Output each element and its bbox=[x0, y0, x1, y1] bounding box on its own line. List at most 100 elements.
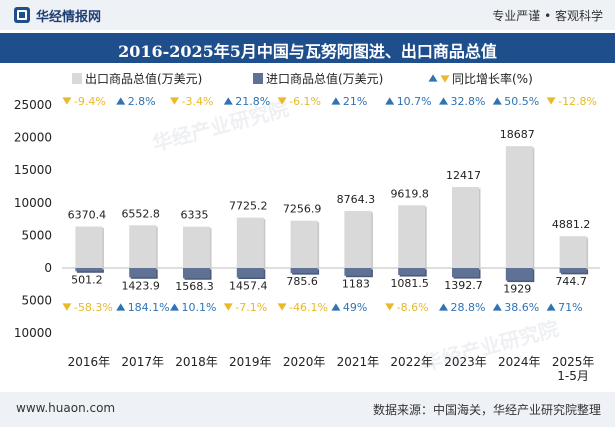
import-growth-down-icon bbox=[223, 303, 233, 311]
import-bar bbox=[398, 268, 426, 276]
export-growth-label: 21.8% bbox=[235, 95, 270, 108]
export-growth-down-icon bbox=[170, 97, 179, 105]
import-growth-up-icon bbox=[170, 303, 179, 311]
import-growth-down-icon bbox=[277, 303, 287, 311]
export-growth-label: 50.5% bbox=[504, 95, 539, 108]
import-growth-label: 184.1% bbox=[128, 301, 170, 314]
y-tick-label: 15000 bbox=[14, 163, 52, 177]
x-tick-label: 2022年 bbox=[390, 355, 433, 369]
export-value-label: 7725.2 bbox=[229, 200, 268, 213]
x-tick-label: 2020年 bbox=[283, 355, 326, 369]
export-growth-label: -12.8% bbox=[558, 95, 597, 108]
import-growth-up-icon bbox=[492, 303, 502, 311]
y-tick-label: 5000 bbox=[21, 294, 52, 308]
export-growth-up-icon bbox=[439, 97, 448, 105]
export-value-label: 7256.9 bbox=[283, 203, 322, 216]
export-value-label: 12417 bbox=[446, 169, 481, 182]
y-tick-label: 5000 bbox=[21, 228, 52, 242]
export-growth-label: -3.4% bbox=[182, 95, 214, 108]
import-growth-label: 38.6% bbox=[504, 301, 539, 314]
import-growth-down-icon bbox=[385, 303, 395, 311]
title-bar: 2016-2025年5月中国与瓦努阿图进、出口商品总值 bbox=[0, 33, 615, 63]
import-growth-down-icon bbox=[62, 303, 72, 311]
import-bar bbox=[559, 268, 587, 273]
export-bar bbox=[75, 226, 103, 268]
x-tick-label: 2017年 bbox=[121, 355, 164, 369]
export-value-label: 8764.3 bbox=[337, 193, 376, 206]
x-tick-label: 2021年 bbox=[337, 355, 380, 369]
brand-name: 华经情报网 bbox=[36, 10, 102, 25]
import-bar bbox=[344, 268, 372, 276]
export-value-label: 6370.4 bbox=[68, 208, 107, 221]
export-bar bbox=[559, 236, 587, 268]
import-bar bbox=[75, 268, 103, 272]
export-bar bbox=[183, 226, 210, 268]
legend-label-export: 出口商品总值(万美元) bbox=[85, 71, 202, 86]
import-bar bbox=[452, 268, 479, 278]
import-growth-label: -58.3% bbox=[74, 301, 113, 314]
import-value-label: 1392.7 bbox=[444, 279, 483, 292]
import-growth-label: -46.1% bbox=[289, 301, 328, 314]
legend-swatch-export bbox=[72, 73, 82, 84]
brand-logo-icon bbox=[14, 7, 30, 23]
y-tick-label: 20000 bbox=[14, 131, 52, 145]
x-tick-label: 2024年 bbox=[498, 355, 541, 369]
legend-up-triangle-icon bbox=[428, 74, 438, 82]
tagline: 专业严谨 • 客观科学 bbox=[492, 9, 603, 23]
export-growth-down-icon bbox=[62, 97, 72, 105]
import-growth-up-icon bbox=[546, 303, 556, 311]
import-growth-label: -7.1% bbox=[235, 301, 267, 314]
import-growth-label: 49% bbox=[343, 301, 367, 314]
site-url: www.huaon.com bbox=[16, 401, 116, 415]
import-value-label: 1423.9 bbox=[121, 279, 160, 292]
import-growth-label: -8.6% bbox=[397, 301, 429, 314]
export-growth-up-icon bbox=[492, 97, 502, 105]
x-tick-label: 2018年 bbox=[175, 355, 218, 369]
export-value-label: 6335 bbox=[181, 209, 209, 222]
export-growth-down-icon bbox=[546, 97, 556, 105]
export-growth-label: 21% bbox=[343, 95, 367, 108]
y-tick-label: 25000 bbox=[14, 98, 52, 112]
x-tick-label: 2025年 bbox=[552, 355, 595, 369]
top-bar: 华经情报网 专业严谨 • 客观科学 bbox=[0, 0, 615, 30]
import-value-label: 744.7 bbox=[555, 275, 587, 288]
export-bar bbox=[236, 217, 264, 268]
export-growth-label: 10.7% bbox=[397, 95, 432, 108]
x-tick-label: 2019年 bbox=[229, 355, 272, 369]
x-tick-label: 1-5月 bbox=[557, 369, 589, 383]
import-growth-up-icon bbox=[116, 303, 126, 311]
legend-swatch-import bbox=[253, 73, 263, 84]
import-value-label: 1929 bbox=[503, 283, 531, 296]
export-bar bbox=[290, 220, 318, 268]
import-growth-up-icon bbox=[439, 303, 448, 311]
y-tick-label: 10000 bbox=[14, 326, 52, 340]
legend-label-growth: 同比增长率(%) bbox=[452, 71, 533, 86]
import-bar bbox=[183, 268, 210, 279]
export-value-label: 18687 bbox=[500, 128, 535, 141]
chart-title: 2016-2025年5月中国与瓦努阿图进、出口商品总值 bbox=[118, 42, 497, 61]
import-value-label: 1081.5 bbox=[390, 277, 429, 290]
export-value-label: 4881.2 bbox=[552, 218, 591, 231]
x-tick-label: 2023年 bbox=[444, 355, 487, 369]
legend-down-triangle-icon bbox=[440, 75, 450, 83]
export-bar bbox=[505, 146, 533, 268]
footer-bar: www.huaon.com 数据来源：中国海关，华经产业研究院整理 bbox=[0, 392, 615, 427]
import-value-label: 1183 bbox=[342, 278, 370, 291]
export-growth-up-icon bbox=[331, 97, 341, 105]
export-bar bbox=[452, 187, 479, 268]
export-growth-down-icon bbox=[277, 97, 287, 105]
legend-label-import: 进口商品总值(万美元) bbox=[266, 71, 383, 86]
import-value-label: 785.6 bbox=[286, 275, 318, 288]
export-bar bbox=[344, 210, 372, 268]
import-growth-label: 71% bbox=[558, 301, 582, 314]
export-growth-up-icon bbox=[223, 97, 233, 105]
import-growth-label: 10.1% bbox=[182, 301, 217, 314]
import-value-label: 501.2 bbox=[71, 273, 103, 286]
export-growth-up-icon bbox=[385, 97, 395, 105]
import-bar bbox=[129, 268, 157, 278]
import-growth-label: 28.8% bbox=[451, 301, 486, 314]
y-tick-label: 10000 bbox=[14, 196, 52, 210]
import-growth-up-icon bbox=[331, 303, 341, 311]
export-bar bbox=[129, 225, 157, 268]
